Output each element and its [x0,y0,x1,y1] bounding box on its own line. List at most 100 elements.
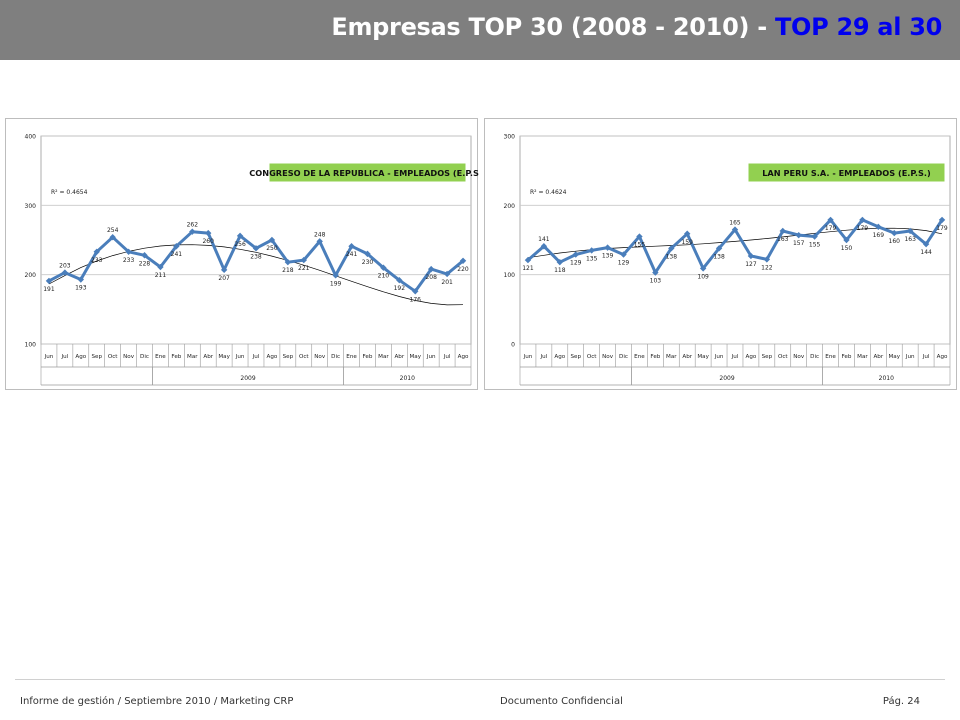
congreso-data-label: 220 [457,266,469,273]
congreso-x-tick-label: Nov [314,354,326,360]
congreso-data-point [220,266,228,274]
congreso-x-tick-label: Jul [252,354,260,360]
congreso-data-label: 248 [314,231,326,238]
lan-peru-data-point [747,252,755,260]
congreso-data-point [284,258,292,266]
congreso-data-label: 256 [234,241,246,248]
congreso-x-tick-label: Sep [283,354,294,360]
congreso-data-label: 192 [394,285,406,292]
lan-peru-data-label: 135 [586,255,598,262]
lan-peru-data-label: 155 [634,242,646,249]
congreso-data-label: 228 [139,260,151,267]
lan-peru-data-label: 163 [904,236,916,243]
congreso-data-label: 241 [171,251,183,258]
lan-peru-x-tick-label: Jul [731,354,739,360]
lan-peru-data-label: 122 [761,264,773,271]
congreso-data-point [443,270,451,278]
lan-peru-y-tick-label: 200 [504,203,516,210]
lan-peru-x-tick-label: Jul [540,354,548,360]
chart-lan-peru: 0 100 200 300 Jun Jul Ago Sep Oct Nov Dic Ene Feb Mar… [484,118,957,390]
congreso-data-point [45,277,53,285]
lan-peru-data-label: 179 [825,225,837,232]
congreso-y-tick-label: 100 [25,342,37,349]
congreso-data-label: 254 [107,227,119,234]
congreso-x-tick-label: Ene [346,354,357,360]
lan-peru-data-label: 129 [618,260,630,267]
congreso-x-tick-label: Mar [378,354,389,360]
congreso-data-label: 207 [218,275,230,282]
lan-peru-x-tick-label: Oct [778,354,788,360]
congreso-x-tick-label: May [218,354,230,360]
lan-peru-data-label: 179 [936,225,948,232]
congreso-data-label: 193 [75,285,87,292]
lan-peru-data-label: 179 [857,225,869,232]
lan-peru-data-point [827,216,834,224]
lan-peru-data-label: 103 [650,278,662,285]
congreso-data-point [300,256,307,264]
congreso-data-point [316,238,323,245]
lan-peru-data-label: 121 [522,265,534,272]
congreso-data-point [157,263,164,271]
lan-peru-data-label: 150 [841,245,853,252]
lan-peru-x-tick-label: Sep [762,354,773,360]
lan-peru-year-label: 2009 [719,375,734,382]
congreso-data-point [61,269,69,276]
lan-peru-x-tick-label: May [888,354,900,360]
page-title-main: Empresas TOP 30 (2008 - 2010) - [331,13,775,41]
congreso-x-tick-label: Ago [458,354,469,360]
congreso-x-tick-label: Dic [140,354,149,360]
congreso-data-point [380,264,387,271]
congreso-data-point [141,252,148,259]
congreso-year-label: 2010 [400,375,415,382]
congreso-data-point [252,245,260,252]
congreso-data-label: 250 [266,245,278,252]
lan-peru-data-label: 129 [570,260,582,267]
lan-peru-title: LAN PERU S.A. - EMPLEADOS (E.P.S.) [762,168,931,178]
congreso-x-tick-label: Jun [235,354,245,360]
congreso-x-tick-label: Jul [443,354,451,360]
lan-peru-data-label: 159 [681,239,693,246]
page-title: Empresas TOP 30 (2008 - 2010) - TOP 29 a… [331,13,942,41]
congreso-data-point [77,276,85,283]
lan-peru-y-tick-label: 100 [504,272,516,279]
congreso-x-tick-label: Abr [394,354,404,360]
congreso-y-tick-label: 200 [25,272,37,279]
congreso-data-point [427,265,435,273]
lan-peru-data-label: 163 [777,236,789,243]
chart-lan-peru-svg: 0 100 200 300 Jun Jul Ago Sep Oct Nov Dic Ene Feb Mar… [504,134,951,386]
lan-peru-data-point [652,269,659,276]
congreso-data-label: 218 [282,267,294,274]
congreso-data-point [459,257,467,264]
lan-peru-data-point [731,226,739,233]
lan-peru-x-tick-label: Abr [682,354,692,360]
congreso-x-tick-label: Abr [203,354,213,360]
congreso-y-tick-label: 300 [25,203,37,210]
congreso-data-label: 238 [250,253,262,260]
congreso-data-point [348,243,355,250]
chart-congreso: 100 200 300 400 Jun Jul Ago Sep Oct Nov Dic Ene Feb M… [5,118,479,390]
lan-peru-x-tick-label: Jun [905,354,915,360]
lan-peru-data-point [795,231,802,239]
lan-peru-x-tick-label: Ago [746,354,757,360]
lan-peru-x-tick-label: Oct [587,354,597,360]
lan-peru-x-tick-label: Ago [937,354,948,360]
lan-peru-x-tick-label: Nov [602,354,614,360]
lan-peru-data-label: 138 [666,253,678,260]
congreso-data-label: 221 [298,265,310,272]
congreso-data-label: 191 [43,286,55,293]
congreso-x-tick-label: Mar [187,354,198,360]
lan-peru-x-tick-label: Feb [650,354,660,360]
lan-peru-r-squared: R² = 0.4624 [530,189,567,196]
congreso-title: CONGRESO DE LA REPUBLICA - EMPLEADOS (E.… [249,168,479,178]
lan-peru-x-tick-label: Mar [666,354,677,360]
congreso-x-tick-label: Nov [123,354,135,360]
congreso-data-point [205,229,212,237]
lan-peru-x-tick-label: Feb [842,354,852,360]
lan-peru-data-label: 127 [745,261,757,268]
congreso-x-tick-label: Ago [267,354,278,360]
lan-peru-y-tick-label: 0 [511,342,515,349]
lan-peru-x-tick-label: Nov [793,354,805,360]
congreso-data-label: 208 [425,274,437,281]
congreso-x-tick-label: Oct [108,354,118,360]
congreso-data-label: 211 [155,272,167,279]
